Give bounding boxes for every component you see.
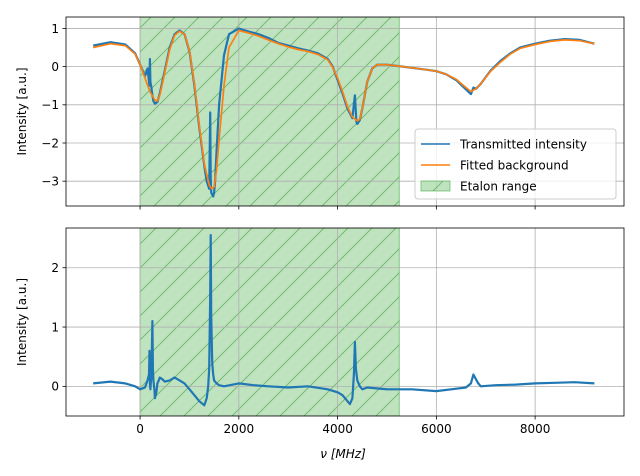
bottom-xtick-label-4: 8000 bbox=[520, 422, 551, 436]
bottom-series-transmitted-intensity bbox=[93, 234, 595, 407]
legend-label-transmitted: Transmitted intensity bbox=[459, 138, 587, 152]
legend-box bbox=[414, 128, 617, 200]
bottom-etalon-span-layer bbox=[139, 228, 400, 416]
bottom-xtick-label-1: 2000 bbox=[224, 422, 255, 436]
bottom-xtick-label-3: 6000 bbox=[421, 422, 452, 436]
top-ytick-label-2: −1 bbox=[41, 98, 59, 112]
bottom-grid bbox=[66, 228, 624, 416]
bottom-ytick-label-1: 1 bbox=[51, 320, 59, 334]
legend-swatch-etalon-hatch bbox=[421, 181, 450, 191]
top-series-fitted-background bbox=[93, 29, 595, 190]
legend: Transmitted intensity Fitted background … bbox=[414, 128, 617, 200]
bottom-xtick-label-2: 4000 bbox=[322, 422, 353, 436]
bottom-axes-frame bbox=[65, 227, 625, 417]
bottom-ytick-label-2: 2 bbox=[51, 261, 59, 275]
top-ytick-label-4: 1 bbox=[51, 22, 59, 36]
top-etalon-span-layer bbox=[139, 17, 400, 206]
top-ytick-label-1: −2 bbox=[41, 136, 59, 150]
bottom-y-axis-label: Intensity [a.u.] bbox=[15, 278, 29, 366]
bottom-panel: 0 2000 4000 6000 8000 0 1 2 Intensity [a.u.] ν … bbox=[15, 227, 625, 461]
top-panel: −3 −2 −1 0 1 Intensity [a.u.] Transmitted in… bbox=[15, 16, 625, 210]
top-ytick-label-3: 0 bbox=[51, 60, 59, 74]
top-ytick-label-0: −3 bbox=[41, 174, 59, 188]
bottom-xtick-label-0: 0 bbox=[136, 422, 144, 436]
top-y-axis-label: Intensity [a.u.] bbox=[15, 68, 29, 156]
bottom-series-layer bbox=[93, 234, 595, 407]
bottom-x-axis-label: ν [MHz] bbox=[320, 447, 366, 461]
bottom-ytick-label-0: 0 bbox=[51, 380, 59, 394]
top-axes-frame bbox=[65, 16, 625, 207]
legend-label-fitted: Fitted background bbox=[460, 159, 569, 173]
top-etalon-span-hatch bbox=[140, 17, 400, 206]
top-series-transmitted-intensity bbox=[92, 27, 595, 198]
bottom-ticks: 0 2000 4000 6000 8000 0 1 2 bbox=[51, 261, 550, 436]
legend-label-etalon: Etalon range bbox=[460, 180, 537, 194]
top-ticks: −3 −2 −1 0 1 bbox=[41, 22, 536, 210]
top-series-layer bbox=[92, 27, 595, 198]
bottom-etalon-span-hatch bbox=[140, 228, 400, 416]
